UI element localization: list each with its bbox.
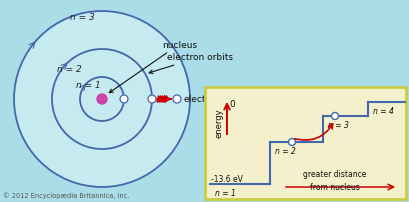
Text: nucleus: nucleus [109, 40, 197, 93]
Text: from nucleus: from nucleus [309, 183, 359, 191]
Text: -13.6 eV: -13.6 eV [211, 174, 242, 183]
Text: n = 3: n = 3 [327, 120, 348, 129]
Text: electron: electron [184, 95, 221, 104]
FancyBboxPatch shape [204, 87, 405, 199]
Circle shape [14, 12, 189, 187]
Text: 0: 0 [229, 100, 234, 108]
Circle shape [173, 96, 180, 103]
Circle shape [148, 96, 155, 103]
Circle shape [97, 95, 107, 104]
Text: electron orbits: electron orbits [149, 53, 232, 74]
FancyArrowPatch shape [294, 124, 332, 140]
Text: © 2012 Encyclopædia Britannica, Inc.: © 2012 Encyclopædia Britannica, Inc. [3, 191, 129, 198]
Text: n = 2: n = 2 [274, 146, 295, 155]
Circle shape [120, 96, 128, 103]
Text: n = 3: n = 3 [70, 13, 94, 21]
Circle shape [331, 113, 338, 120]
Text: n = 1: n = 1 [214, 188, 235, 197]
Circle shape [288, 139, 295, 146]
Text: n = 1: n = 1 [75, 81, 100, 90]
Text: n = 4: n = 4 [372, 106, 393, 115]
Text: n = 2: n = 2 [56, 65, 81, 74]
Text: greater distance: greater distance [303, 169, 366, 178]
Text: energy: energy [214, 108, 223, 137]
